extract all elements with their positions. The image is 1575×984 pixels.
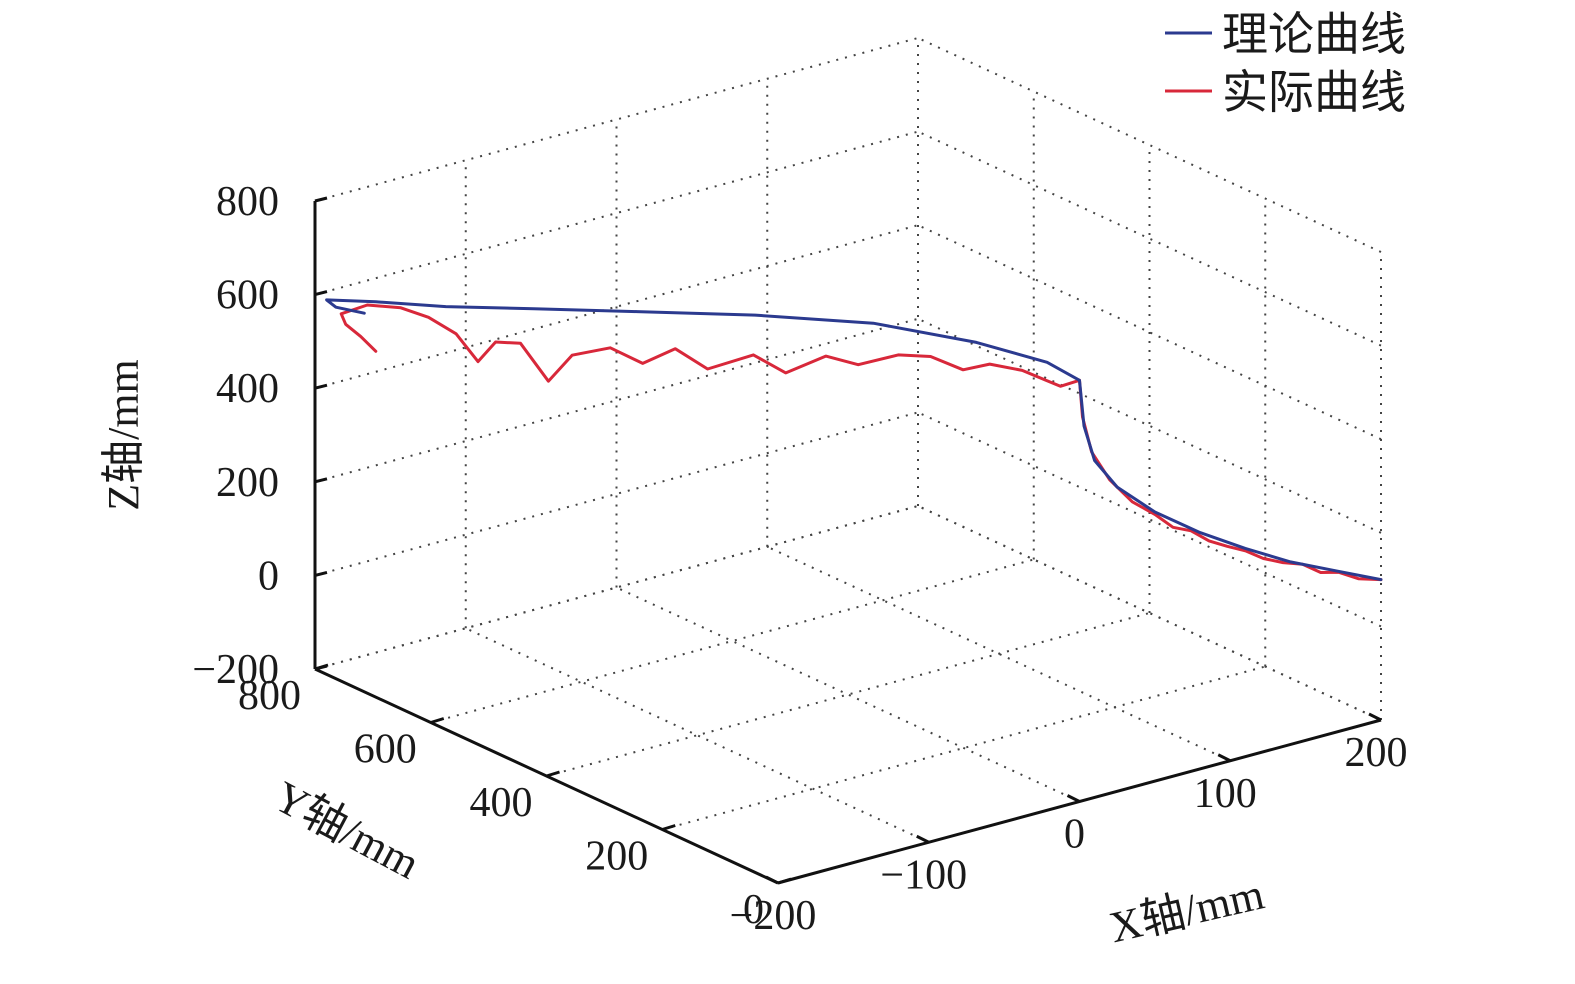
x-tick-label-2: 0 bbox=[1064, 812, 1085, 858]
legend-label-theory: 理论曲线 bbox=[1222, 7, 1406, 61]
x-tick-1 bbox=[916, 834, 930, 844]
series-layer bbox=[325, 298, 1383, 582]
axes-layer bbox=[313, 196, 1382, 885]
y-tick-2 bbox=[546, 770, 560, 778]
z-tick-label-5: 800 bbox=[216, 179, 279, 225]
x-axis-label: X轴/mm bbox=[1105, 869, 1268, 952]
z-tick-5 bbox=[314, 196, 328, 203]
x-tick-label-4: 200 bbox=[1345, 730, 1408, 776]
z-tick-label-0: −200 bbox=[192, 647, 279, 693]
y-tick-3 bbox=[430, 717, 445, 724]
back-grid-z-4 bbox=[314, 130, 919, 296]
y-tick-label-1: 200 bbox=[585, 834, 648, 880]
x-tick-label-3: 100 bbox=[1194, 771, 1257, 817]
x-tick-4 bbox=[1368, 712, 1382, 722]
x-tick-label-1: −100 bbox=[880, 852, 967, 898]
y-axis-label: Y轴/mm bbox=[266, 772, 427, 889]
z-tick-label-4: 600 bbox=[216, 273, 279, 319]
z-tick-label-1: 0 bbox=[258, 553, 279, 599]
y-tick-label-4: 800 bbox=[238, 673, 301, 719]
floor-grid-y-2 bbox=[546, 612, 1150, 777]
legend: 理论曲线 实际曲线 bbox=[1165, 7, 1406, 119]
y-tick-label-2: 400 bbox=[470, 780, 533, 826]
floor-grid-x-2 bbox=[616, 586, 1080, 803]
x-tick-3 bbox=[1217, 753, 1231, 763]
legend-label-actual: 实际曲线 bbox=[1222, 65, 1406, 119]
z-tick-4 bbox=[314, 290, 328, 297]
z-tick-label-2: 200 bbox=[216, 460, 279, 506]
x-tick-label-0: −200 bbox=[730, 893, 817, 939]
z-tick-0 bbox=[314, 664, 328, 671]
z-tick-2 bbox=[314, 477, 328, 484]
x-tick-2 bbox=[1066, 794, 1081, 803]
series-line-1 bbox=[339, 303, 1383, 582]
z-tick-label-3: 400 bbox=[216, 366, 279, 412]
y-tick-0 bbox=[777, 877, 792, 885]
back-grid-z-5 bbox=[314, 37, 919, 202]
z-axis-label: Z轴/mm bbox=[99, 359, 148, 511]
side-grid-z-4 bbox=[917, 130, 1382, 347]
z-tick-1 bbox=[314, 570, 328, 577]
y-tick-label-0: 0 bbox=[743, 887, 764, 933]
floor-grid-x-1 bbox=[465, 627, 930, 844]
z-tick-3 bbox=[314, 383, 328, 390]
tick-labels: −200−10001002000200400600800−20002004006… bbox=[192, 179, 1407, 939]
y-tick-1 bbox=[661, 824, 676, 831]
series-line-0 bbox=[325, 298, 1383, 582]
x-tick-0 bbox=[765, 875, 779, 885]
floor-grid-y-3 bbox=[430, 558, 1035, 724]
y-tick-label-3: 600 bbox=[354, 727, 417, 773]
